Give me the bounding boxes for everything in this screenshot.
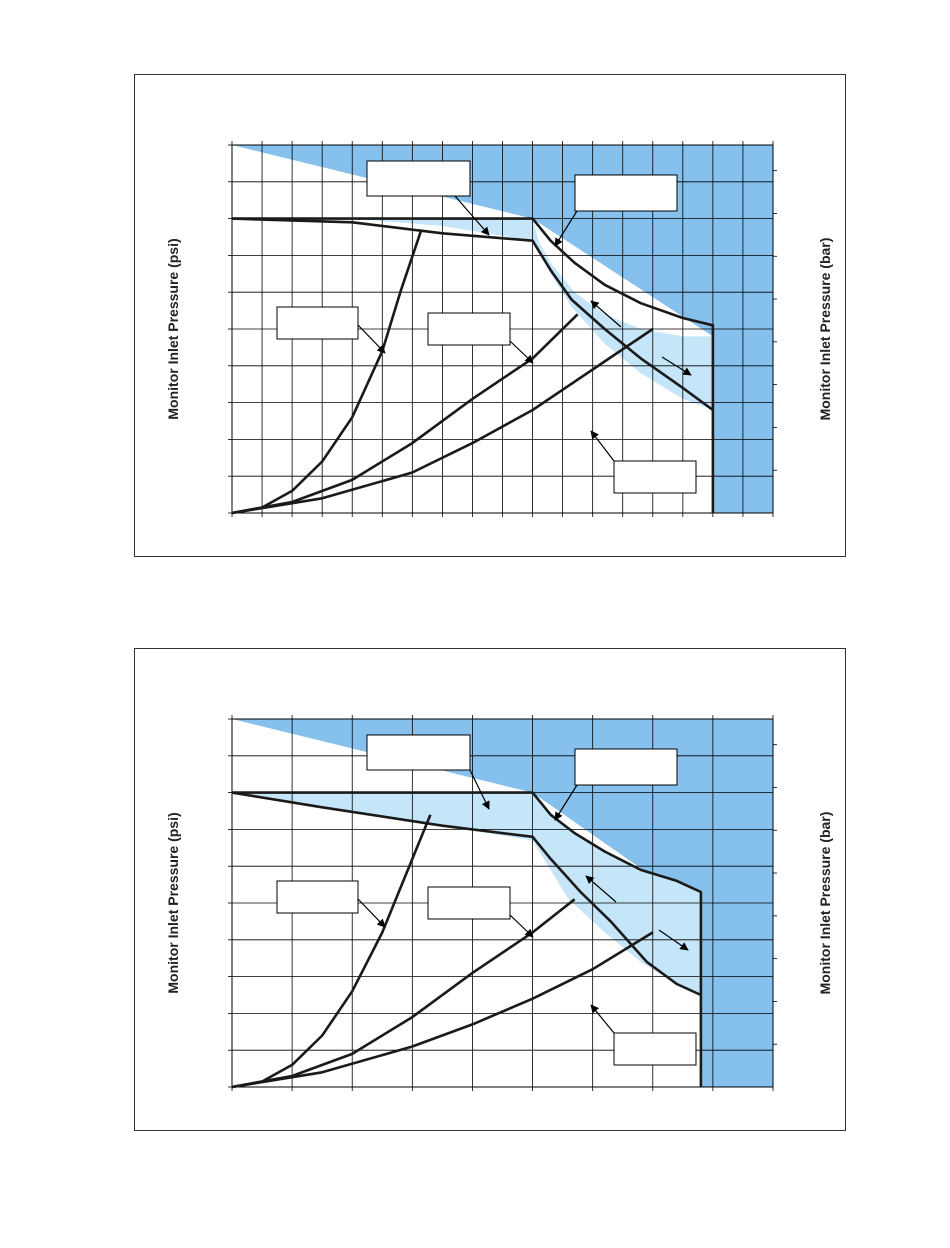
annotation-box <box>574 748 678 786</box>
annotation-box <box>276 306 359 340</box>
annotation-box <box>276 880 359 914</box>
annotation-box <box>366 160 471 197</box>
series-curve-1 <box>232 217 715 513</box>
chart-panel-top: Monitor Inlet Pressure (psi) Monitor Inl… <box>134 74 846 557</box>
annotation-leader <box>509 340 534 364</box>
series-curve-5 <box>231 327 654 515</box>
series-curve-5 <box>231 931 654 1089</box>
annotation-leader <box>554 210 578 247</box>
annotation-leader <box>554 784 578 821</box>
annotation-leader <box>469 769 490 810</box>
series-curve-1 <box>232 791 703 1087</box>
series-curve-2 <box>231 791 702 997</box>
annotation-box <box>574 174 678 212</box>
series-curve-3 <box>231 814 432 1089</box>
annotation-leader <box>357 324 386 354</box>
plot-frame <box>231 144 774 514</box>
dark-region <box>232 719 773 1087</box>
annotation-box <box>427 312 511 346</box>
direction-arrow <box>585 875 617 903</box>
direction-arrow <box>658 929 689 951</box>
chart-panel-bottom: Monitor Inlet Pressure (psi) Monitor Inl… <box>134 648 846 1131</box>
annotation-box <box>366 734 471 771</box>
chart-top-svg <box>228 141 777 517</box>
light-region <box>232 792 701 995</box>
dark-region <box>232 145 773 513</box>
plot-frame <box>231 718 774 1088</box>
annotation-leader <box>590 430 615 462</box>
annotation-leader <box>357 898 386 928</box>
annotation-leader <box>590 1004 615 1034</box>
series-curve-3 <box>231 229 423 515</box>
annotation-leader <box>509 914 534 938</box>
annotation-box <box>613 1032 697 1066</box>
series-curve-2 <box>231 217 714 412</box>
annotation-leader <box>454 195 490 236</box>
chart-bottom-svg <box>228 715 777 1091</box>
annotation-box <box>427 886 511 920</box>
direction-arrow <box>661 356 692 376</box>
direction-arrow <box>590 300 622 328</box>
annotation-box <box>613 460 697 494</box>
